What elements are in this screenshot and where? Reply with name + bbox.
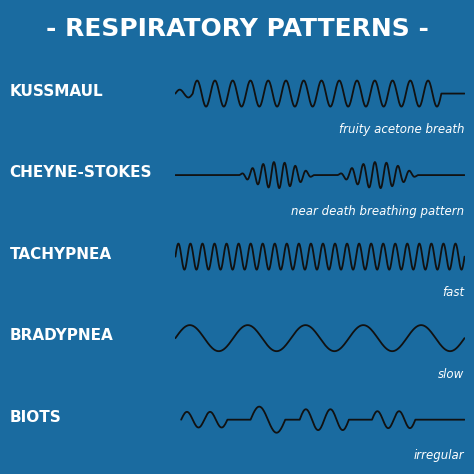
Text: irregular: irregular [414,449,465,462]
Text: near death breathing pattern: near death breathing pattern [292,205,465,218]
Text: CHEYNE-STOKES: CHEYNE-STOKES [9,165,152,180]
Text: BIOTS: BIOTS [9,410,61,425]
Text: fruity acetone breath: fruity acetone breath [339,123,465,136]
Text: TACHYPNEA: TACHYPNEA [9,246,111,262]
Text: slow: slow [438,368,465,381]
Text: - RESPIRATORY PATTERNS -: - RESPIRATORY PATTERNS - [46,17,428,41]
Text: BRADYPNEA: BRADYPNEA [9,328,113,343]
Text: fast: fast [442,286,465,299]
Text: KUSSMAUL: KUSSMAUL [9,83,103,99]
